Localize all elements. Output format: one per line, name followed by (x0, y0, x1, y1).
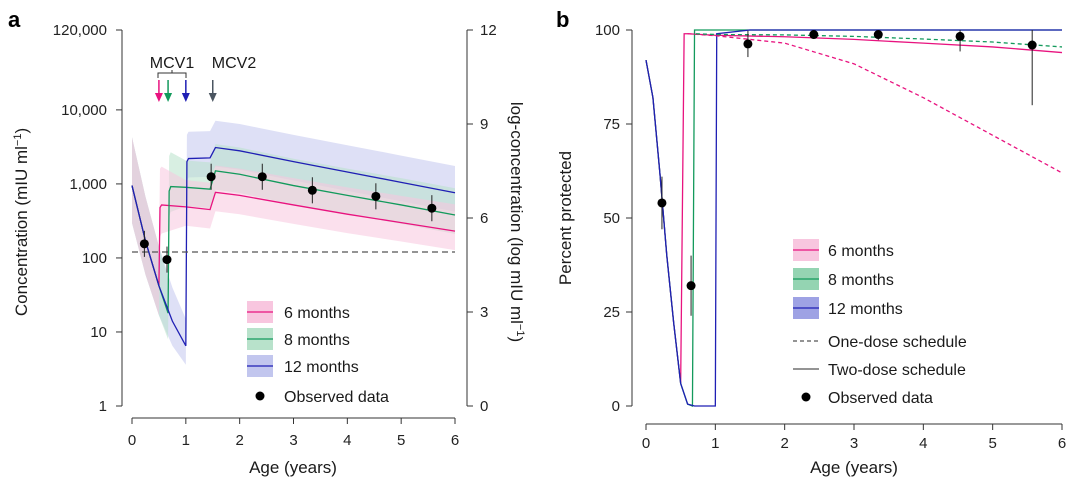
mcv2-label: MCV2 (212, 55, 257, 72)
panel-a-lines (131, 146, 456, 347)
panel-a-y-label-right: log-concentration (log mIU ml−1) (507, 102, 526, 342)
x-tick-label: 6 (1058, 435, 1066, 452)
y-right-tick-label: 0 (480, 398, 488, 415)
x-tick-label: 5 (988, 435, 996, 452)
y-tick-label: 120,000 (53, 22, 107, 39)
observed-point (139, 239, 149, 249)
panel-b-y-ticks: 0 25 50 75 100 (595, 22, 632, 415)
y-tick-label: 25 (603, 304, 620, 321)
line-b-one-dose-6-months (687, 33, 1063, 174)
legend-8-months: 8 months (284, 332, 350, 349)
panel-a-x-label: Age (years) (249, 458, 337, 477)
panel-b-legend: 6 months 8 months 12 months One-dose sch… (793, 239, 967, 407)
mcv1-bracket (157, 70, 187, 78)
x-tick-label: 1 (711, 435, 719, 452)
panel-a-x-ticks: 0 1 2 3 4 5 6 (128, 418, 459, 449)
observed-point (657, 198, 667, 208)
y-right-tick-label: 12 (480, 22, 497, 39)
observed-point (1027, 40, 1037, 50)
y-tick-label: 100 (595, 22, 620, 39)
y-tick-label: 10,000 (61, 102, 107, 119)
legend-b-observed-marker (801, 392, 811, 402)
panel-a-observed-points (139, 163, 437, 273)
vaccination-arrow-head (164, 93, 173, 102)
legend-two-dose: Two-dose schedule (828, 362, 966, 379)
vaccination-arrow-head (154, 93, 163, 102)
observed-point (257, 172, 267, 182)
legend-6-months: 6 months (284, 305, 350, 322)
panel-b-x-ticks: 0 1 2 3 4 5 6 (642, 424, 1066, 452)
legend-one-dose: One-dose schedule (828, 334, 967, 351)
y-tick-label: 1 (99, 398, 107, 415)
panel-a-y-label-left: Concentration (mIU ml−1) (12, 128, 31, 316)
panel-b: b 0 1 2 3 4 5 6 0 25 50 75 100 Age (years) Percent… (556, 7, 1066, 477)
y-tick-label: 10 (90, 324, 107, 341)
x-tick-label: 0 (642, 435, 650, 452)
panel-a-legend: 6 months 8 months 12 months Observed dat… (247, 301, 389, 406)
x-tick-label: 0 (128, 432, 136, 449)
x-tick-label: 6 (451, 432, 459, 449)
legend-b-6-months: 6 months (828, 243, 894, 260)
x-tick-label: 1 (182, 432, 190, 449)
y-right-tick-label: 3 (480, 304, 488, 321)
y-tick-label: 100 (82, 250, 107, 267)
panel-b-y-label: Percent protected (556, 151, 575, 285)
vaccination-arrow-head (181, 93, 190, 102)
panel-b-x-label: Age (years) (810, 458, 898, 477)
panel-a-bands (132, 120, 455, 365)
panel-a-y-ticks-right: 0 3 6 9 12 (467, 22, 497, 415)
y-tick-label: 75 (603, 116, 620, 133)
x-tick-label: 2 (235, 432, 243, 449)
legend-b-observed-data: Observed data (828, 390, 933, 407)
line-12-months (131, 146, 456, 347)
vaccination-arrows (154, 80, 217, 102)
y-tick-label: 0 (612, 398, 620, 415)
panel-b-observed-points (657, 30, 1037, 316)
x-tick-label: 4 (343, 432, 351, 449)
mcv1-label: MCV1 (150, 55, 195, 72)
observed-point (427, 203, 437, 213)
observed-point (743, 39, 753, 49)
panel-a-label: a (8, 7, 21, 32)
x-tick-label: 2 (780, 435, 788, 452)
x-tick-label: 3 (289, 432, 297, 449)
legend-12-months: 12 months (284, 359, 359, 376)
observed-point (955, 31, 965, 41)
band-12-months (132, 120, 455, 365)
observed-point (686, 281, 696, 291)
panel-a-y-ticks-left: 1 10 100 1,000 10,000 120,000 (53, 22, 122, 415)
observed-point (371, 191, 381, 201)
line-b-12-months (645, 29, 1062, 407)
line-b-6-months (645, 33, 1063, 384)
legend-observed-marker (255, 391, 265, 401)
line-b-one-dose-8-months (695, 33, 1063, 48)
legend-b-8-months: 8 months (828, 272, 894, 289)
vaccination-arrow-head (208, 93, 217, 102)
y-right-tick-label: 6 (480, 210, 488, 227)
observed-point (162, 255, 172, 265)
legend-observed-data: Observed data (284, 389, 389, 406)
observed-point (873, 30, 883, 40)
y-tick-label: 50 (603, 210, 620, 227)
observed-point (206, 172, 216, 182)
observed-point (307, 185, 317, 195)
panel-b-label: b (556, 7, 569, 32)
y-right-tick-label: 9 (480, 116, 488, 133)
x-tick-label: 3 (850, 435, 858, 452)
x-tick-label: 4 (919, 435, 927, 452)
observed-point (809, 30, 819, 40)
y-tick-label: 1,000 (69, 176, 107, 193)
legend-b-12-months: 12 months (828, 301, 903, 318)
x-tick-label: 5 (397, 432, 405, 449)
